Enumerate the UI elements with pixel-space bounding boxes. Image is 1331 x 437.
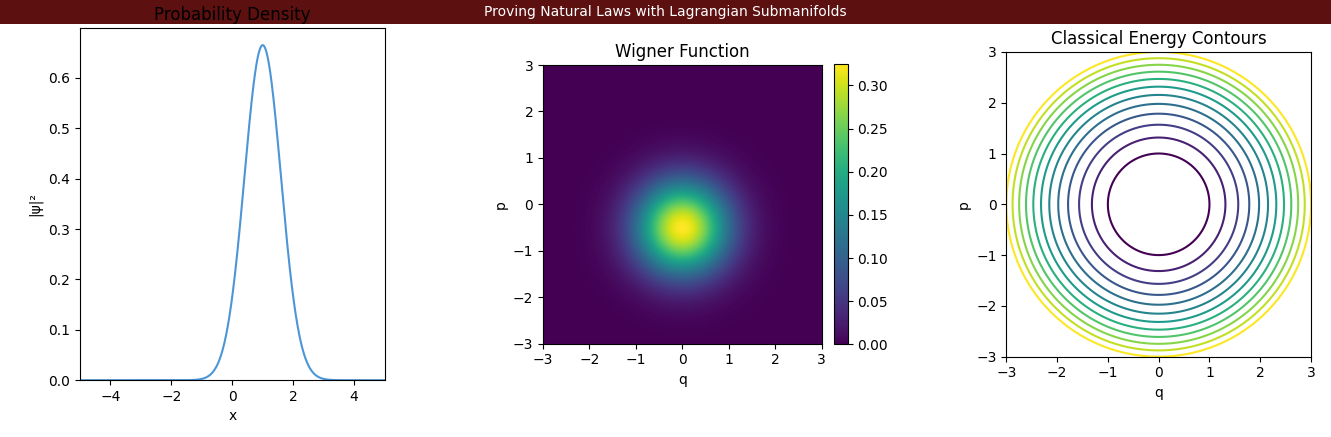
Title: Wigner Function: Wigner Function bbox=[615, 43, 749, 61]
X-axis label: q: q bbox=[677, 373, 687, 387]
X-axis label: x: x bbox=[228, 409, 237, 423]
Text: Proving Natural Laws with Lagrangian Submanifolds: Proving Natural Laws with Lagrangian Sub… bbox=[484, 5, 847, 19]
X-axis label: q: q bbox=[1154, 386, 1163, 400]
Y-axis label: p: p bbox=[957, 200, 970, 209]
Y-axis label: p: p bbox=[494, 200, 507, 209]
Y-axis label: |ψ|²: |ψ|² bbox=[28, 192, 43, 216]
Title: Classical Energy Contours: Classical Energy Contours bbox=[1050, 30, 1267, 48]
Title: Probability Density: Probability Density bbox=[154, 6, 310, 24]
